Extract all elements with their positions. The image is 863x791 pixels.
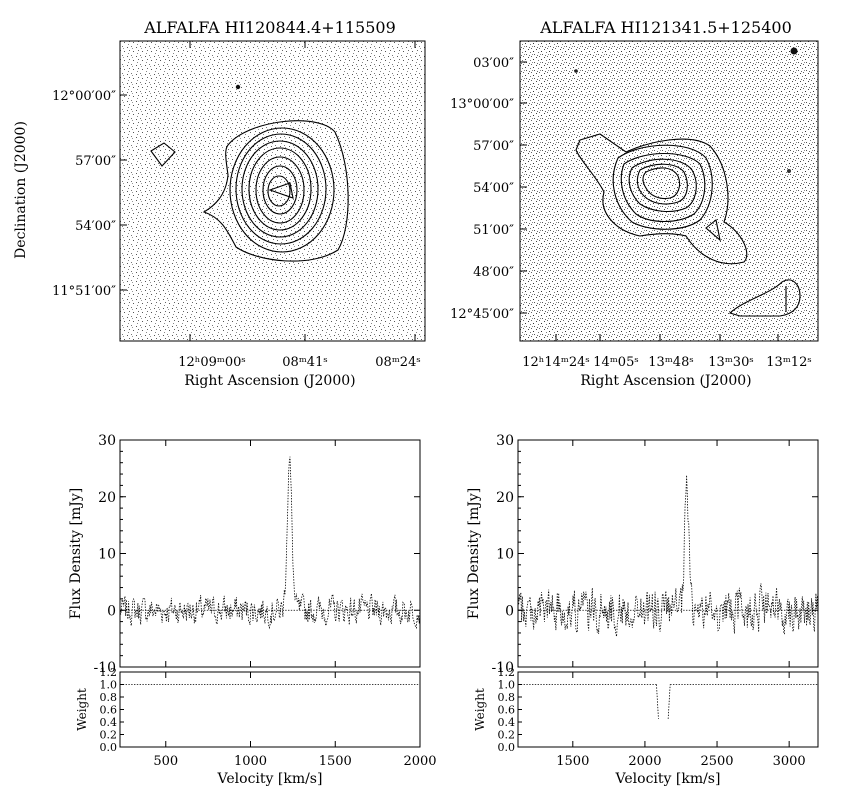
flux-ytick-label: 20: [98, 490, 116, 506]
map-panel-2: ALFALFA HI121341.5+125400 12ʰ14ᵐ24ˢ 14ᵐ0…: [450, 18, 819, 389]
map1-xtick-label: 08ᵐ41ˢ: [282, 355, 327, 370]
map2-ytick-label: 48′00″: [473, 265, 514, 280]
flux-ytick-label: 20: [496, 490, 514, 506]
velocity-xlabel: Velocity [km/s]: [615, 771, 721, 787]
flux-ytick-label: 0: [107, 603, 116, 619]
map-panel-1: ALFALFA HI120844.4+115509 12ʰ09ᵐ00ˢ 08ᵐ4…: [13, 18, 426, 389]
weight-ylabel: Weight: [473, 688, 487, 731]
velocity-xtick-label: 1500: [319, 754, 352, 769]
spectrum-panel-2: -10 0 10 20 30 Flux Density [mJy] 1500 2000 2500…: [466, 433, 819, 787]
map1-star: [235, 84, 241, 90]
map1-ytick-label: 11°51′00″: [52, 284, 116, 299]
weight-ytick-label: 0.2: [100, 729, 118, 742]
map1-ylabel: Declination (J2000): [13, 121, 29, 259]
map1-title: ALFALFA HI120844.4+115509: [143, 18, 396, 37]
map1-xtick-label: 12ʰ09ᵐ00ˢ: [178, 355, 246, 370]
map1-xtick-label: 08ᵐ24ˢ: [375, 355, 420, 370]
map1-contours: [150, 120, 349, 262]
map2-image: [520, 41, 818, 341]
map2-xtick-label: 13ᵐ30ˢ: [708, 355, 753, 370]
spectrum-frame: [119, 439, 421, 668]
weight-ytick-label: 0.4: [498, 716, 516, 729]
flux-ytick-label: -10: [491, 660, 514, 676]
velocity-xtick-label: 500: [153, 754, 178, 769]
weight-ytick-label: 0.2: [498, 729, 516, 742]
weight-dip: [656, 684, 671, 719]
flux-ytick-label: 10: [98, 547, 116, 563]
map2-title: ALFALFA HI121341.5+125400: [539, 18, 792, 37]
map1-yticks: 12°00′00″ 57′00″ 54′00″ 11°51′00″: [52, 89, 127, 299]
map2-xlabel: Right Ascension (J2000): [580, 373, 751, 389]
flux-ytick-label: 30: [98, 433, 116, 449]
weight-ytick-label: 1.0: [100, 679, 118, 692]
map2-ytick-label: 03′00″: [473, 56, 514, 71]
weight-ylabel: Weight: [75, 688, 89, 731]
weight-ytick-label: 0.4: [100, 716, 118, 729]
map2-yticks: 03′00″ 13°00′00″ 57′00″ 54′00″ 51′00″ 48…: [450, 56, 527, 322]
weight-ytick-label: 0.6: [498, 704, 516, 717]
weight-ytick-label: 0.8: [100, 691, 118, 704]
map2-xtick-label: 14ᵐ05ˢ: [593, 355, 638, 370]
map1-ytick-label: 54′00″: [75, 219, 116, 234]
map1-xlabel: Right Ascension (J2000): [184, 373, 355, 389]
map2-star: [790, 47, 798, 55]
map1-frame: [119, 40, 426, 342]
map2-xtick-label: 12ʰ14ᵐ24ˢ: [522, 355, 590, 370]
flux-ytick-label: 30: [496, 433, 514, 449]
map1-xticks: 12ʰ09ᵐ00ˢ 08ᵐ41ˢ 08ᵐ24ˢ: [178, 41, 421, 370]
map2-ytick-label: 51′00″: [473, 223, 514, 238]
map2-ytick-label: 54′00″: [473, 181, 514, 196]
weight-ytick-label: 0.6: [100, 704, 118, 717]
flux-ytick-label: 0: [505, 603, 514, 619]
velocity-xtick-label: 1000: [234, 754, 267, 769]
flux-ylabel: Flux Density [mJy]: [466, 488, 482, 619]
weight-ytick-label: 1.0: [498, 679, 516, 692]
map1-ytick-label: 57′00″: [75, 154, 116, 169]
map2-xtick-label: 13ᵐ12ˢ: [766, 355, 811, 370]
flux-ytick-label: -10: [93, 660, 116, 676]
flux-ytick-label: 10: [496, 547, 514, 563]
weight-ytick-label: 1.2: [498, 666, 516, 679]
map2-ytick-label: 12°45′00″: [450, 307, 514, 322]
flux-ylabel: Flux Density [mJy]: [68, 488, 84, 619]
velocity-xtick-label: 3000: [773, 754, 806, 769]
weight-frame: [119, 671, 421, 748]
weight-ytick-label: 0.0: [100, 741, 118, 754]
velocity-xtick-label: 2500: [700, 754, 733, 769]
weight-ytick-label: 0.0: [498, 741, 516, 754]
weight-ytick-label: 0.8: [498, 691, 516, 704]
map2-ytick-label: 57′00″: [473, 139, 514, 154]
map2-xtick-label: 13ᵐ48ˢ: [648, 355, 693, 370]
velocity-xlabel: Velocity [km/s]: [217, 771, 323, 787]
map1-ytick-label: 12°00′00″: [52, 89, 116, 104]
spectrum-panel-1: -10 0 10 20 30 Flux Density [mJy] 500 1000 1500 2…: [68, 433, 437, 787]
weight-ytick-label: 1.2: [100, 666, 118, 679]
flux-spectrum-line: [517, 475, 819, 637]
velocity-xtick-label: 1500: [556, 754, 589, 769]
spectrum-frame: [517, 439, 819, 668]
map2-contours: [575, 133, 801, 317]
map2-frame: [519, 40, 819, 342]
map2-xticks: 12ʰ14ᵐ24ˢ 14ᵐ05ˢ 13ᵐ48ˢ 13ᵐ30ˢ 13ᵐ12ˢ: [522, 334, 812, 370]
flux-spectrum-line: [119, 456, 421, 630]
velocity-xtick-label: 2000: [403, 754, 436, 769]
velocity-xtick-label: 2000: [628, 754, 661, 769]
map2-ytick-label: 13°00′00″: [450, 97, 514, 112]
weight-frame: [517, 671, 819, 748]
